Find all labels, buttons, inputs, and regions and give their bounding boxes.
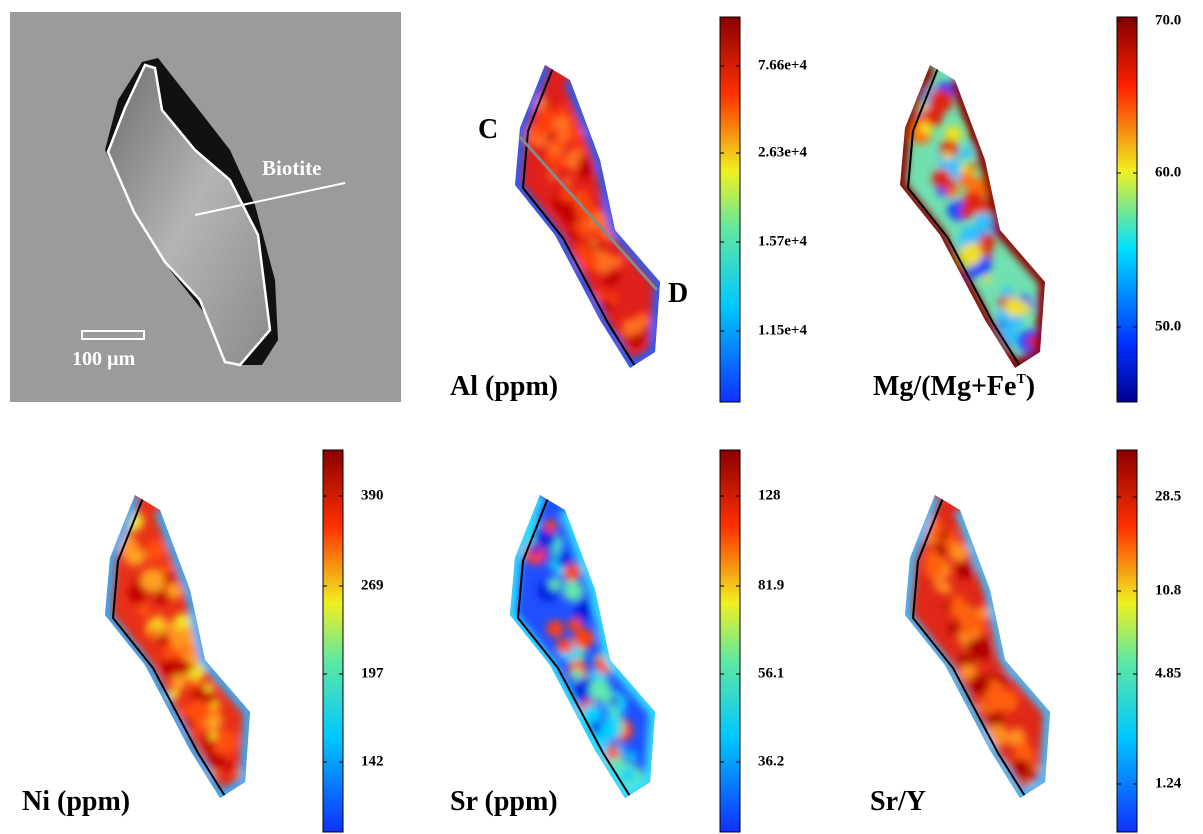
colorbar-tick-label: 269	[361, 577, 384, 593]
colorbar-tick-label: 60.0	[1155, 164, 1181, 180]
map-label-text: Mg/(Mg+Fe	[873, 371, 1016, 402]
colorbar-tick-label: 36.2	[758, 753, 784, 769]
bse-panel: Biotite 100 µm	[10, 12, 401, 402]
element-map	[890, 485, 1060, 810]
map-label-text: Sr (ppm)	[450, 786, 558, 817]
colorbar-tick-label: 390	[361, 487, 384, 503]
colorbar	[1117, 450, 1137, 832]
map-label: Sr/Y	[870, 786, 926, 817]
map-panel: 390 269 197 142 Ni (ppm)	[22, 450, 384, 832]
colorbar-tick-label: 197	[361, 665, 384, 681]
map-label: Al (ppm)	[450, 371, 558, 402]
colorbar-tick-label: 7.66e+4	[758, 57, 807, 73]
mineral-label: Biotite	[262, 156, 321, 180]
element-map	[885, 55, 1055, 380]
colorbar-tick-label: 50.0	[1155, 318, 1181, 334]
profile-end: D	[668, 278, 688, 309]
element-map	[90, 485, 260, 810]
colorbar-tick-label: 10.8	[1155, 582, 1181, 598]
map-label: Sr (ppm)	[450, 786, 558, 817]
colorbar-tick-label: 56.1	[758, 665, 784, 681]
colorbar-tick-label: 2.63e+4	[758, 144, 807, 160]
colorbar-tick-label: 70.0	[1155, 12, 1181, 28]
colorbar-tick-label: 81.9	[758, 577, 784, 593]
colorbar-tick-label: 4.85	[1155, 665, 1181, 681]
colorbar-tick-label: 1.57e+4	[758, 233, 807, 249]
colorbar	[720, 450, 740, 832]
map-label-text: Sr/Y	[870, 786, 926, 817]
map-label: Mg/(Mg+FeT)	[873, 371, 1035, 402]
colorbar-tick-label: 128	[758, 487, 781, 503]
figure: Biotite 100 µm 7.66e+4 2.63e+4 1.57e+4 1.15…	[0, 0, 1203, 834]
map-panel: 70.0 60.0 50.0 Mg/(Mg+FeT)	[873, 12, 1181, 402]
colorbar	[720, 17, 740, 402]
colorbar-tick-label: 28.5	[1155, 488, 1181, 504]
element-map	[495, 485, 665, 810]
map-panel: 28.5 10.8 4.85 1.24 Sr/Y	[870, 450, 1182, 832]
map-panel: 7.66e+4 2.63e+4 1.57e+4 1.15e+4 Al (ppm) C D	[450, 17, 807, 402]
colorbar	[1117, 17, 1137, 402]
colorbar-tick-label: 1.15e+4	[758, 322, 807, 338]
colorbar-tick-label: 1.24	[1155, 775, 1182, 791]
map-panel: 128 81.9 56.1 36.2 Sr (ppm)	[450, 450, 784, 832]
profile-start: C	[478, 114, 498, 145]
colorbar-tick-label: 142	[361, 753, 384, 769]
scale-bar-label: 100 µm	[72, 348, 136, 370]
map-label: Ni (ppm)	[22, 786, 130, 817]
map-label-text: Al (ppm)	[450, 371, 558, 402]
element-map	[500, 55, 670, 380]
colorbar	[323, 450, 343, 832]
map-label-close: )	[1026, 371, 1035, 402]
map-label-text: Ni (ppm)	[22, 786, 130, 817]
